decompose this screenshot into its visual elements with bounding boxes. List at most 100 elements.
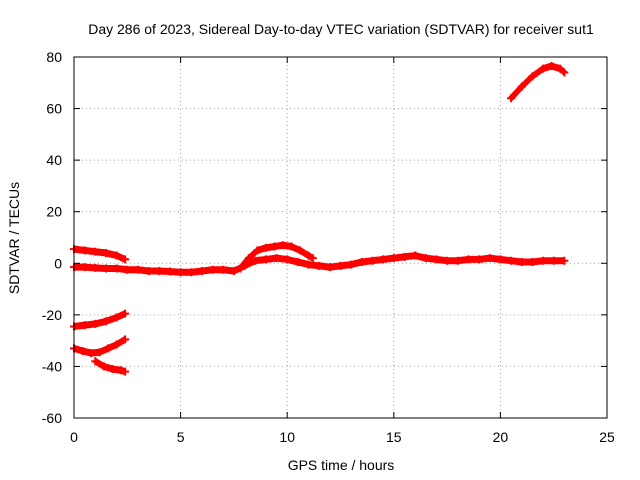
data-point	[453, 256, 462, 265]
data-point	[144, 267, 153, 276]
data-point	[475, 255, 484, 264]
data-point	[112, 313, 121, 322]
data-point	[528, 72, 537, 81]
data-point	[411, 251, 420, 260]
data-point	[101, 264, 110, 273]
data-point	[379, 255, 388, 264]
x-tick-label: 0	[70, 429, 78, 445]
data-point	[112, 340, 121, 349]
data-point	[336, 261, 345, 270]
data-point	[560, 256, 569, 265]
data-point	[549, 256, 558, 265]
data-point	[496, 255, 505, 264]
data-point	[95, 348, 104, 357]
data-point	[123, 265, 132, 274]
data-point	[251, 256, 260, 265]
data-point	[91, 319, 100, 328]
data-point	[539, 256, 548, 265]
series-track-minus-40	[91, 357, 130, 376]
data-point	[121, 335, 130, 344]
data-point	[507, 94, 516, 103]
series-track-upper-early	[70, 245, 130, 264]
data-point	[219, 265, 228, 274]
data-point	[99, 362, 108, 371]
data-point	[432, 255, 441, 264]
data-point	[421, 254, 430, 263]
data-point	[556, 64, 565, 73]
data-point	[91, 247, 100, 256]
series-marks	[70, 245, 129, 263]
data-point	[80, 246, 89, 255]
data-point	[325, 263, 334, 272]
data-point	[389, 254, 398, 263]
data-point	[116, 366, 125, 375]
data-point	[101, 317, 110, 326]
series-track-minus-33	[70, 335, 130, 358]
x-tick-label: 20	[493, 429, 509, 445]
plot-frame	[73, 56, 608, 419]
data-point	[176, 268, 185, 277]
y-tick-label: -20	[42, 307, 62, 323]
y-tick-label: 0	[54, 255, 62, 271]
data-point	[347, 260, 356, 269]
series-track-high-late	[507, 62, 569, 103]
y-tick-label: 20	[46, 204, 62, 220]
data-point	[121, 309, 130, 318]
y-tick-label: 40	[46, 152, 62, 168]
data-point	[91, 357, 100, 366]
data-point	[464, 255, 473, 264]
data-point	[112, 251, 121, 260]
x-tick-label: 5	[177, 429, 185, 445]
data-point	[485, 254, 494, 263]
data-point	[187, 268, 196, 277]
data-marks	[70, 62, 569, 376]
axis-ticks: 0 5 10 15 20 25 -60 -40 -20 0 20 40 60 80	[42, 49, 615, 445]
data-point	[133, 265, 142, 274]
data-point	[112, 264, 121, 273]
data-point	[101, 248, 110, 257]
data-point	[272, 254, 281, 263]
data-point	[80, 263, 89, 272]
data-point	[261, 255, 270, 264]
y-tick-label: -40	[42, 358, 62, 374]
data-point	[208, 265, 217, 274]
data-point	[91, 263, 100, 272]
data-point	[261, 243, 270, 252]
data-point	[283, 255, 292, 264]
series-marks	[70, 310, 129, 330]
data-point	[197, 267, 206, 276]
data-point	[517, 82, 526, 91]
data-point	[287, 242, 296, 251]
series-main-track	[70, 251, 569, 277]
data-point	[104, 344, 113, 353]
data-point	[443, 256, 452, 265]
data-point	[517, 257, 526, 266]
chart-title: Day 286 of 2023, Sidereal Day-to-day VTE…	[88, 21, 594, 37]
data-point	[304, 260, 313, 269]
series-track-minus-25	[70, 309, 130, 331]
data-point	[270, 242, 279, 251]
data-point	[539, 64, 548, 73]
data-point	[315, 261, 324, 270]
data-point	[78, 346, 87, 355]
x-tick-label: 25	[599, 429, 615, 445]
data-point	[507, 256, 516, 265]
data-point	[236, 264, 245, 273]
data-point	[357, 257, 366, 266]
data-point	[528, 257, 537, 266]
data-point	[229, 267, 238, 276]
data-point	[87, 349, 96, 358]
data-point	[547, 62, 556, 71]
data-point	[244, 254, 253, 263]
y-axis-label: SDTVAR / TECUs	[6, 182, 22, 294]
data-point	[368, 256, 377, 265]
x-tick-label: 15	[386, 429, 402, 445]
data-point	[560, 68, 569, 77]
data-point	[304, 251, 313, 260]
x-tick-label: 10	[279, 429, 295, 445]
data-point	[400, 252, 409, 261]
data-point	[278, 241, 287, 250]
data-point	[253, 246, 262, 255]
data-point	[121, 367, 130, 376]
